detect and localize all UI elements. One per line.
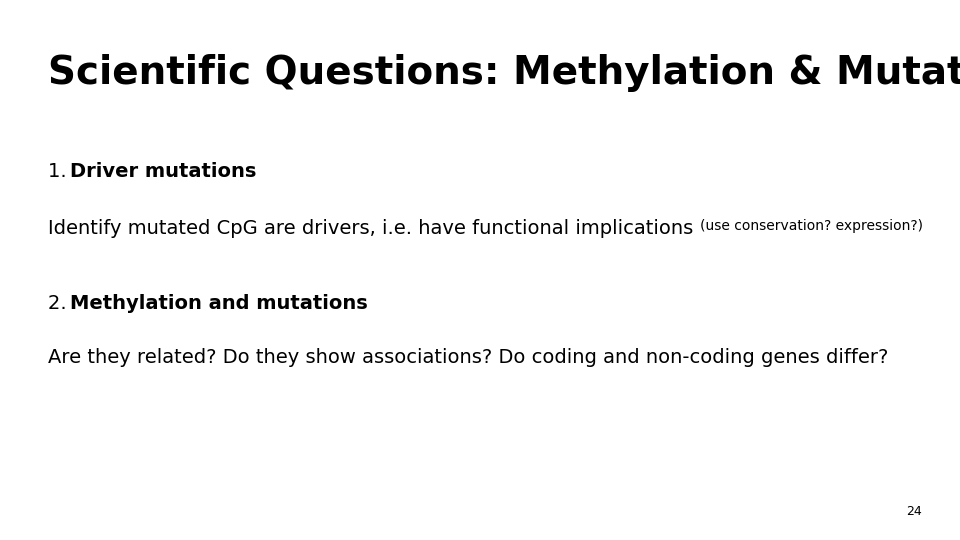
Text: 1.: 1.	[48, 162, 73, 181]
Text: (use conservation? expression?): (use conservation? expression?)	[700, 219, 923, 233]
Text: 2.: 2.	[48, 294, 73, 313]
Text: 24: 24	[906, 505, 922, 518]
Text: Driver mutations: Driver mutations	[70, 162, 256, 181]
Text: Methylation and mutations: Methylation and mutations	[70, 294, 368, 313]
Text: Scientific Questions: Methylation & Mutations: Scientific Questions: Methylation & Muta…	[48, 54, 960, 92]
Text: Identify mutated CpG are drivers, i.e. have functional implications: Identify mutated CpG are drivers, i.e. h…	[48, 219, 700, 238]
Text: Are they related? Do they show associations? Do coding and non-coding genes diff: Are they related? Do they show associati…	[48, 348, 888, 367]
